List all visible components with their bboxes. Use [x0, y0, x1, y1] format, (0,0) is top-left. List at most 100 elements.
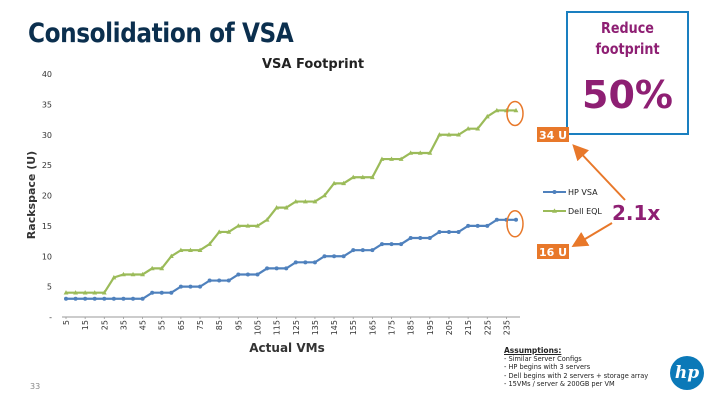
data-point-dell-eql	[140, 271, 145, 277]
data-point-hp-vsa	[514, 217, 518, 222]
data-point-hp-vsa	[140, 296, 145, 301]
data-point-dell-eql	[379, 156, 385, 161]
data-point-hp-vsa	[303, 260, 308, 265]
data-point-hp-vsa	[265, 266, 270, 271]
data-point-hp-vsa	[427, 236, 432, 241]
data-point-hp-vsa	[332, 254, 337, 259]
data-point-hp-vsa	[64, 296, 68, 301]
legend-marker	[552, 190, 557, 194]
y-tick-label: 10	[42, 252, 52, 261]
data-point-dell-eql	[168, 253, 174, 259]
slide-title: Consolidation of VSA	[28, 18, 294, 49]
y-tick-label: 40	[42, 70, 52, 79]
x-tick-label: 5	[62, 320, 71, 325]
data-point-dell-eql	[92, 290, 98, 295]
ratio-label: 2.1x	[612, 201, 661, 225]
data-point-hp-vsa	[236, 272, 241, 277]
data-point-hp-vsa	[131, 296, 136, 301]
ratio-arrow-down	[571, 222, 613, 248]
x-tick-label: 145	[330, 320, 339, 335]
data-point-dell-eql	[360, 174, 366, 180]
chart-title: VSA Footprint	[262, 57, 364, 72]
data-point-hp-vsa	[312, 260, 317, 265]
data-point-hp-vsa	[178, 284, 183, 289]
assumption-item: - HP begins with 3 servers	[504, 363, 591, 372]
data-point-dell-eql	[73, 290, 78, 295]
assumption-item: - Dell begins with 2 servers + storage a…	[504, 371, 649, 380]
data-point-hp-vsa	[207, 278, 212, 283]
data-point-dell-eql	[274, 205, 280, 210]
data-point-dell-eql	[264, 217, 270, 222]
data-point-hp-vsa	[485, 223, 490, 228]
data-point-dell-eql	[293, 198, 299, 204]
chart-legend: HP VSA Dell EQL	[543, 188, 602, 216]
label-34u: 34 U	[539, 129, 567, 142]
data-point-hp-vsa	[111, 296, 116, 301]
data-point-dell-eql	[475, 126, 481, 131]
data-point-dell-eql	[235, 223, 241, 228]
data-point-hp-vsa	[150, 290, 155, 295]
data-point-dell-eql	[121, 271, 126, 277]
data-point-dell-eql	[283, 205, 289, 210]
data-point-hp-vsa	[389, 242, 394, 247]
legend-label: Dell EQL	[568, 207, 602, 216]
data-point-hp-vsa	[437, 229, 442, 234]
hp-logo: hp	[670, 356, 704, 390]
data-point-hp-vsa	[322, 254, 327, 259]
assumption-item: - 15VMs / server & 200GB per VM	[504, 379, 615, 388]
data-point-dell-eql	[255, 223, 260, 228]
y-tick-label: 30	[42, 131, 52, 140]
data-point-hp-vsa	[188, 284, 193, 289]
label-16u-tag	[537, 244, 569, 259]
data-point-hp-vsa	[217, 278, 222, 283]
x-tick-label: 75	[196, 320, 205, 330]
x-tick-label: 35	[119, 320, 128, 330]
label-34u-tag	[537, 127, 569, 142]
data-point-dell-eql	[369, 174, 375, 180]
x-tick-label: 15	[81, 320, 90, 330]
data-point-hp-vsa	[379, 242, 384, 247]
y-tick-label: 20	[42, 192, 52, 201]
assumptions-box: Assumptions: - Similar Server Configs - …	[504, 346, 649, 388]
data-point-dell-eql	[322, 192, 327, 198]
data-point-dell-eql	[82, 290, 88, 295]
data-point-hp-vsa	[418, 236, 423, 241]
y-axis-label: Rackspace (U)	[25, 151, 38, 239]
data-point-dell-eql	[350, 174, 356, 180]
data-point-hp-vsa	[284, 266, 289, 271]
y-tick-label: 5	[47, 283, 52, 292]
data-point-dell-eql	[149, 265, 155, 271]
data-point-dell-eql	[331, 180, 337, 186]
data-point-hp-vsa	[408, 236, 413, 241]
x-tick-label: 165	[368, 320, 377, 335]
x-tick-label: 125	[292, 320, 301, 335]
data-point-hp-vsa	[255, 272, 260, 277]
dell-end-highlight	[506, 100, 524, 127]
data-point-hp-vsa	[341, 254, 346, 259]
data-point-dell-eql	[207, 241, 213, 246]
data-point-hp-vsa	[456, 229, 461, 234]
data-point-dell-eql	[494, 107, 500, 113]
x-tick-label: 65	[177, 320, 186, 330]
reduce-footprint-callout: Reduce footprint 50%	[566, 11, 689, 135]
x-tick-label: 235	[502, 320, 511, 335]
data-point-dell-eql	[302, 198, 308, 204]
chart-axes: - 5 10 15 20 25 30 35 40 5 15 25 35 45 55 65 75 85 95 105 11…	[42, 70, 520, 335]
x-tick-label: 45	[139, 320, 148, 330]
x-tick-label: 185	[407, 320, 416, 335]
data-point-hp-vsa	[73, 296, 78, 301]
ratio-arrow-up	[572, 144, 626, 201]
chart-annotations: 34 U 16 U	[506, 100, 626, 259]
x-axis-label: Actual VMs	[249, 341, 324, 355]
data-point-hp-vsa	[198, 284, 203, 289]
data-point-hp-vsa	[274, 266, 279, 271]
hp-end-highlight	[506, 210, 524, 238]
y-tick-label: 15	[42, 222, 52, 231]
data-point-dell-eql	[484, 113, 490, 119]
data-point-dell-eql	[456, 132, 461, 137]
x-tick-label: 215	[464, 320, 473, 335]
data-point-hp-vsa	[351, 248, 356, 253]
callout-heading: Reduce footprint	[577, 18, 678, 60]
x-tick-label: 95	[234, 320, 243, 330]
